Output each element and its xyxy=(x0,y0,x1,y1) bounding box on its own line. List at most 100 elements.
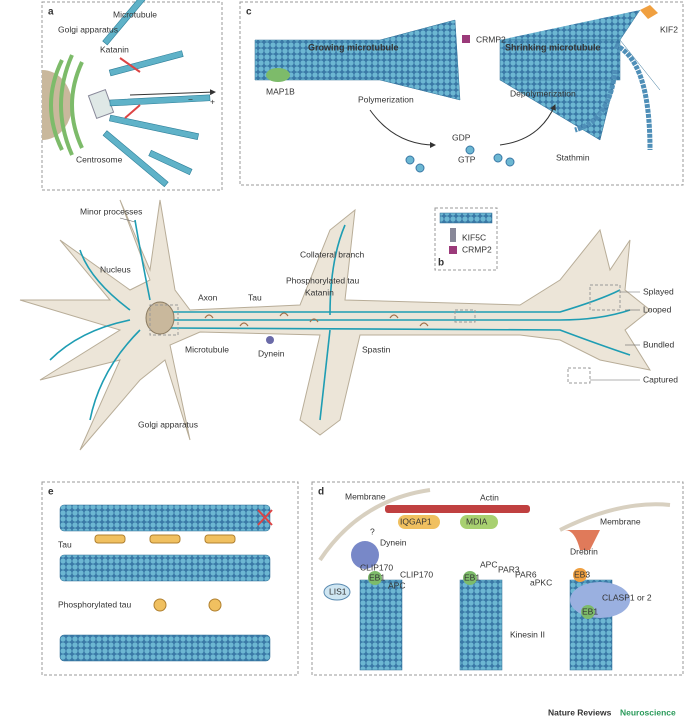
label: MAP1B xyxy=(266,86,295,96)
panel-e: e Tau Phosphorylated tau xyxy=(41,481,299,676)
label: Golgi apparatus xyxy=(58,24,118,34)
journal: Nature Reviews xyxy=(548,707,612,717)
label: Drebrin xyxy=(570,546,598,556)
label: Shrinking microtubule xyxy=(505,42,601,52)
arrow xyxy=(129,89,216,96)
panel-b: KIF5C CRMP2 b xyxy=(434,207,498,271)
inset-box xyxy=(567,367,591,384)
sign: − xyxy=(188,94,193,104)
microtubules xyxy=(102,0,211,188)
label: LIS1 xyxy=(329,586,347,596)
label: Dynein xyxy=(258,348,285,358)
label: IQGAP1 xyxy=(400,516,432,526)
label: aPKC xyxy=(530,577,552,587)
tau xyxy=(94,534,236,612)
label: EB1 xyxy=(464,572,480,582)
arrow xyxy=(499,104,556,146)
label: CRMP2 xyxy=(476,34,506,44)
membrane xyxy=(318,488,431,562)
sign: + xyxy=(210,96,215,106)
panel-label: d xyxy=(318,487,324,498)
label: Katanin xyxy=(100,44,129,54)
label: Depolymerization xyxy=(510,88,576,98)
microtubules xyxy=(49,219,631,421)
label: GTP xyxy=(458,154,476,164)
centrosome xyxy=(87,89,115,119)
label: Stathmin xyxy=(556,152,590,162)
label: Centrosome xyxy=(76,154,123,164)
nucleus xyxy=(145,301,175,335)
label: KIF5C xyxy=(462,232,486,242)
label: Katanin xyxy=(305,287,334,297)
katanin-mark xyxy=(119,57,141,119)
microtubule xyxy=(499,39,621,81)
panel-box xyxy=(434,207,498,271)
label: Splayed xyxy=(643,286,674,296)
label: Actin xyxy=(480,492,499,502)
microtubule xyxy=(59,554,271,582)
membrane xyxy=(559,502,671,532)
eb3 xyxy=(573,568,587,582)
panel-label: e xyxy=(48,487,54,498)
label: ? xyxy=(370,526,375,536)
label: CLASP1 or 2 xyxy=(602,592,652,602)
label: Microtubule xyxy=(185,344,229,354)
label: Tau xyxy=(58,539,72,549)
label: MDIA xyxy=(466,516,488,526)
label: Phosphorylated tau xyxy=(58,599,132,609)
label: Axon xyxy=(198,292,218,302)
label: Bundled xyxy=(643,339,674,349)
label: EB3 xyxy=(574,569,590,579)
panel-label: a xyxy=(48,7,54,18)
eb1 xyxy=(581,605,595,619)
protofilament xyxy=(574,42,653,151)
golgi xyxy=(49,54,84,156)
microtubule xyxy=(59,504,271,532)
microtubule xyxy=(439,212,493,224)
label: APC xyxy=(388,580,405,590)
label: Kinesin II xyxy=(510,629,545,639)
label: PAR6 xyxy=(515,569,537,579)
lis1 xyxy=(323,583,351,601)
label: KIF2 xyxy=(660,24,678,34)
label: Tau xyxy=(248,292,262,302)
panel-d: d Actin Membrane IQGAP1 MDIA ? Dynein LI… xyxy=(311,481,684,676)
label: PAR3 xyxy=(498,564,520,574)
katanin-mark xyxy=(257,509,273,526)
neuron-body xyxy=(19,199,652,451)
panel-box xyxy=(41,481,299,676)
microtubule xyxy=(359,579,403,671)
label: Dynein xyxy=(380,537,407,547)
panel-label: c xyxy=(246,7,252,18)
actin xyxy=(385,505,530,513)
label: Captured xyxy=(643,374,678,384)
label: Microtubule xyxy=(113,9,157,19)
inset-box xyxy=(589,284,621,311)
label: Looped xyxy=(643,304,672,314)
crmp2 xyxy=(462,35,470,43)
tau-marks xyxy=(204,312,429,327)
microtubule xyxy=(59,634,271,662)
tubulin xyxy=(405,145,515,173)
eb1 xyxy=(368,571,382,585)
crmp2 xyxy=(449,246,457,254)
leaders xyxy=(119,217,640,381)
microtubule xyxy=(459,579,503,671)
nucleus xyxy=(42,70,72,140)
label: CLIP170 xyxy=(360,562,393,572)
dynein xyxy=(351,541,379,569)
section: Neuroscience xyxy=(620,707,676,717)
panel-box xyxy=(239,1,684,186)
kif2 xyxy=(640,5,658,19)
arrow xyxy=(369,109,436,148)
label: Phosphorylated tau xyxy=(286,275,360,285)
label: Golgi apparatus xyxy=(138,419,198,429)
drebrin xyxy=(565,530,600,550)
inset-box xyxy=(149,304,179,336)
label: Spastin xyxy=(362,344,391,354)
label: EB1 xyxy=(582,606,598,616)
label: Membrane xyxy=(345,491,386,501)
panel-c: c Growing microtubule Shrinking microtub… xyxy=(239,1,684,186)
panel-box xyxy=(311,481,684,676)
